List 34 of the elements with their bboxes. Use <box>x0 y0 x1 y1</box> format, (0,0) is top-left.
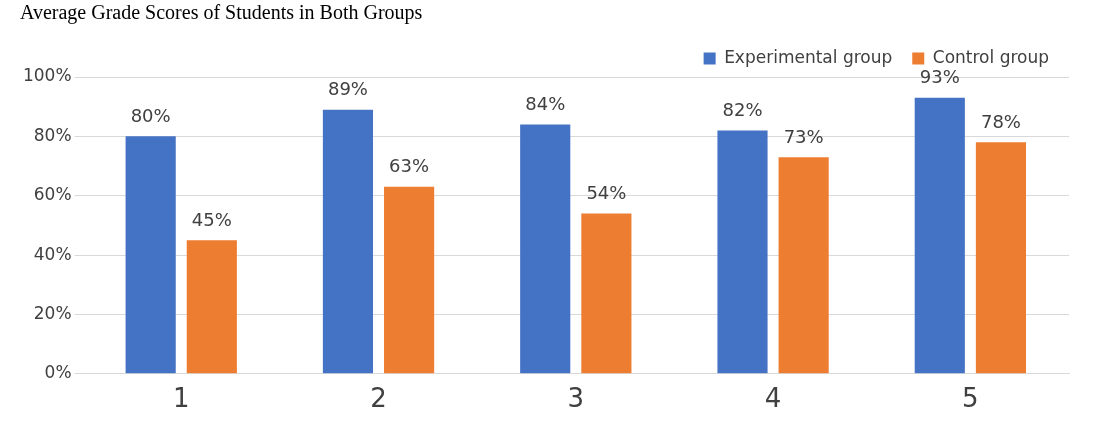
x-tick-label: 1 <box>172 383 190 414</box>
x-tick-label: 4 <box>764 383 782 414</box>
bar <box>384 186 435 374</box>
y-tick-label: 20% <box>33 302 72 323</box>
bar <box>322 109 374 374</box>
data-label: 84% <box>525 93 566 115</box>
legend-label: Control group <box>932 46 1050 67</box>
y-tick-label: 100% <box>22 65 72 86</box>
x-tick-label: 5 <box>962 383 979 414</box>
data-label: 82% <box>722 99 763 121</box>
chart-title: Average Grade Scores of Students in Both Groups <box>20 1 423 25</box>
data-label: 80% <box>130 105 171 127</box>
y-tick-label: 40% <box>33 243 72 264</box>
y-tick-label: 80% <box>33 124 72 145</box>
bar <box>914 97 965 374</box>
legend-label: Experimental group <box>724 46 893 67</box>
data-label: 89% <box>327 78 368 100</box>
data-label: 73% <box>783 125 824 147</box>
data-label: 63% <box>389 155 430 177</box>
y-tick-label: 60% <box>33 184 72 205</box>
data-label: 54% <box>586 182 627 204</box>
bar <box>125 136 176 374</box>
bar <box>975 142 1027 374</box>
data-label: 45% <box>191 208 232 230</box>
y-tick-label: 0% <box>44 362 72 383</box>
data-label: 93% <box>919 66 960 88</box>
bar <box>186 240 237 374</box>
x-tick-label: 3 <box>567 383 585 414</box>
bar <box>717 130 768 374</box>
data-label: 78% <box>980 110 1021 132</box>
bar <box>778 157 829 374</box>
x-tick-label: 2 <box>370 383 387 414</box>
bar <box>581 213 632 374</box>
bar <box>520 124 571 374</box>
